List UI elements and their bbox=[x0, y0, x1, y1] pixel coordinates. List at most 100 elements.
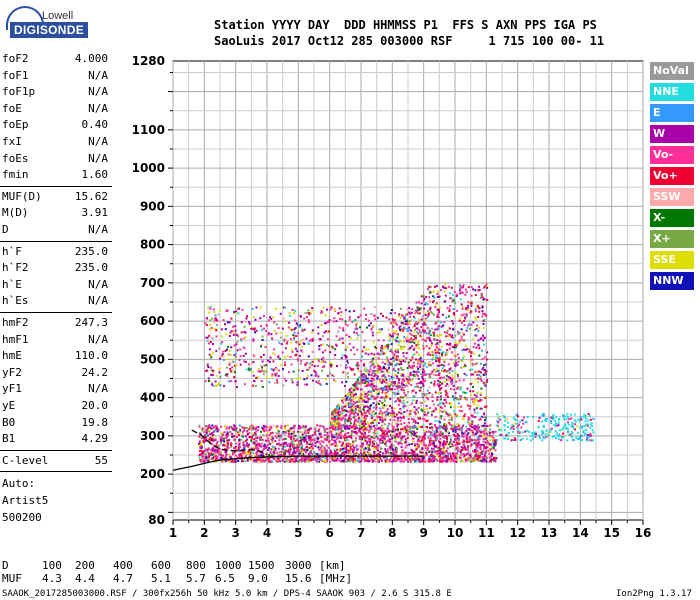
echo-point bbox=[428, 347, 431, 350]
echo-point bbox=[415, 460, 418, 463]
echo-point bbox=[475, 439, 477, 442]
echo-point bbox=[243, 450, 246, 453]
echo-point bbox=[427, 312, 430, 315]
echo-point bbox=[224, 323, 226, 326]
echo-point bbox=[278, 454, 281, 457]
echo-point bbox=[486, 285, 489, 287]
echo-point bbox=[352, 389, 355, 392]
echo-point bbox=[371, 383, 374, 386]
echo-point bbox=[254, 385, 257, 387]
echo-point bbox=[366, 421, 369, 424]
echo-point bbox=[360, 370, 363, 373]
echo-point bbox=[453, 459, 456, 462]
echo-point bbox=[461, 305, 464, 308]
echo-point bbox=[404, 323, 407, 325]
echo-point bbox=[360, 374, 363, 377]
echo-point bbox=[232, 360, 235, 363]
echo-point bbox=[404, 428, 407, 430]
echo-point bbox=[214, 314, 217, 317]
echo-point bbox=[254, 427, 257, 430]
echo-point bbox=[411, 345, 413, 348]
echo-point bbox=[421, 393, 424, 395]
echo-point bbox=[294, 327, 297, 329]
echo-point bbox=[199, 459, 202, 461]
echo-point bbox=[339, 436, 342, 439]
echo-point bbox=[356, 367, 359, 370]
echo-point bbox=[355, 324, 357, 327]
echo-point bbox=[370, 454, 373, 457]
echo-point bbox=[309, 339, 311, 342]
echo-point bbox=[474, 370, 477, 373]
echo-point bbox=[459, 426, 462, 429]
echo-point bbox=[391, 437, 394, 440]
echo-point bbox=[297, 369, 300, 372]
echo-point bbox=[452, 377, 455, 380]
echo-point bbox=[249, 447, 252, 450]
echo-point bbox=[390, 381, 393, 384]
echo-point bbox=[331, 436, 334, 439]
param-label: foF1p bbox=[2, 85, 36, 99]
echo-point bbox=[203, 430, 206, 433]
echo-point bbox=[448, 347, 451, 350]
echo-point bbox=[295, 354, 298, 357]
echo-point bbox=[291, 442, 294, 445]
echo-point bbox=[433, 449, 436, 452]
echo-point bbox=[340, 434, 343, 437]
echo-point bbox=[399, 325, 402, 328]
echo-point bbox=[243, 383, 246, 386]
param-separator bbox=[0, 449, 112, 451]
echo-point bbox=[463, 355, 466, 358]
echo-point bbox=[260, 458, 263, 461]
echo-point bbox=[418, 456, 421, 459]
echo-point bbox=[249, 425, 252, 428]
echo-point bbox=[492, 441, 495, 444]
param-separator bbox=[0, 240, 112, 242]
echo-point bbox=[336, 422, 339, 425]
echo-point bbox=[294, 347, 297, 350]
echo-point bbox=[461, 426, 463, 429]
echo-point bbox=[208, 380, 210, 382]
echo-point bbox=[435, 354, 438, 357]
echo-point bbox=[370, 386, 373, 389]
echo-point bbox=[300, 362, 302, 365]
echo-point bbox=[423, 298, 426, 300]
echo-point bbox=[362, 363, 365, 366]
echo-point bbox=[277, 375, 280, 377]
echo-point bbox=[272, 452, 275, 455]
echo-point bbox=[198, 424, 201, 427]
echo-point bbox=[347, 399, 350, 402]
echo-point bbox=[441, 436, 444, 438]
echo-point bbox=[288, 456, 291, 458]
echo-point bbox=[431, 459, 433, 462]
param-label: foF2 bbox=[2, 52, 29, 65]
echo-point bbox=[268, 457, 271, 460]
echo-point bbox=[492, 440, 495, 443]
echo-point bbox=[456, 363, 459, 366]
echo-point bbox=[208, 353, 211, 356]
echo-point bbox=[439, 388, 441, 391]
echo-point bbox=[320, 344, 322, 347]
param-separator bbox=[0, 312, 112, 313]
echo-point bbox=[400, 428, 403, 431]
param-value: 235.0 bbox=[74, 244, 108, 258]
echo-point bbox=[421, 447, 424, 450]
echo-point bbox=[391, 456, 394, 459]
echo-point bbox=[342, 436, 345, 439]
echo-point bbox=[442, 446, 445, 449]
echo-point bbox=[234, 329, 237, 332]
echo-point bbox=[239, 348, 242, 351]
echo-point bbox=[465, 291, 468, 294]
echo-point bbox=[198, 432, 201, 435]
echo-point bbox=[354, 408, 357, 411]
echo-point bbox=[384, 442, 387, 445]
echo-point bbox=[371, 445, 374, 448]
echo-point bbox=[467, 437, 470, 440]
echo-point bbox=[210, 452, 213, 455]
echo-point bbox=[364, 435, 367, 438]
echo-point bbox=[452, 322, 454, 325]
echo-point bbox=[449, 343, 452, 346]
echo-point bbox=[449, 380, 452, 383]
echo-point bbox=[415, 434, 417, 437]
echo-point bbox=[430, 344, 433, 347]
echo-point bbox=[201, 429, 204, 432]
